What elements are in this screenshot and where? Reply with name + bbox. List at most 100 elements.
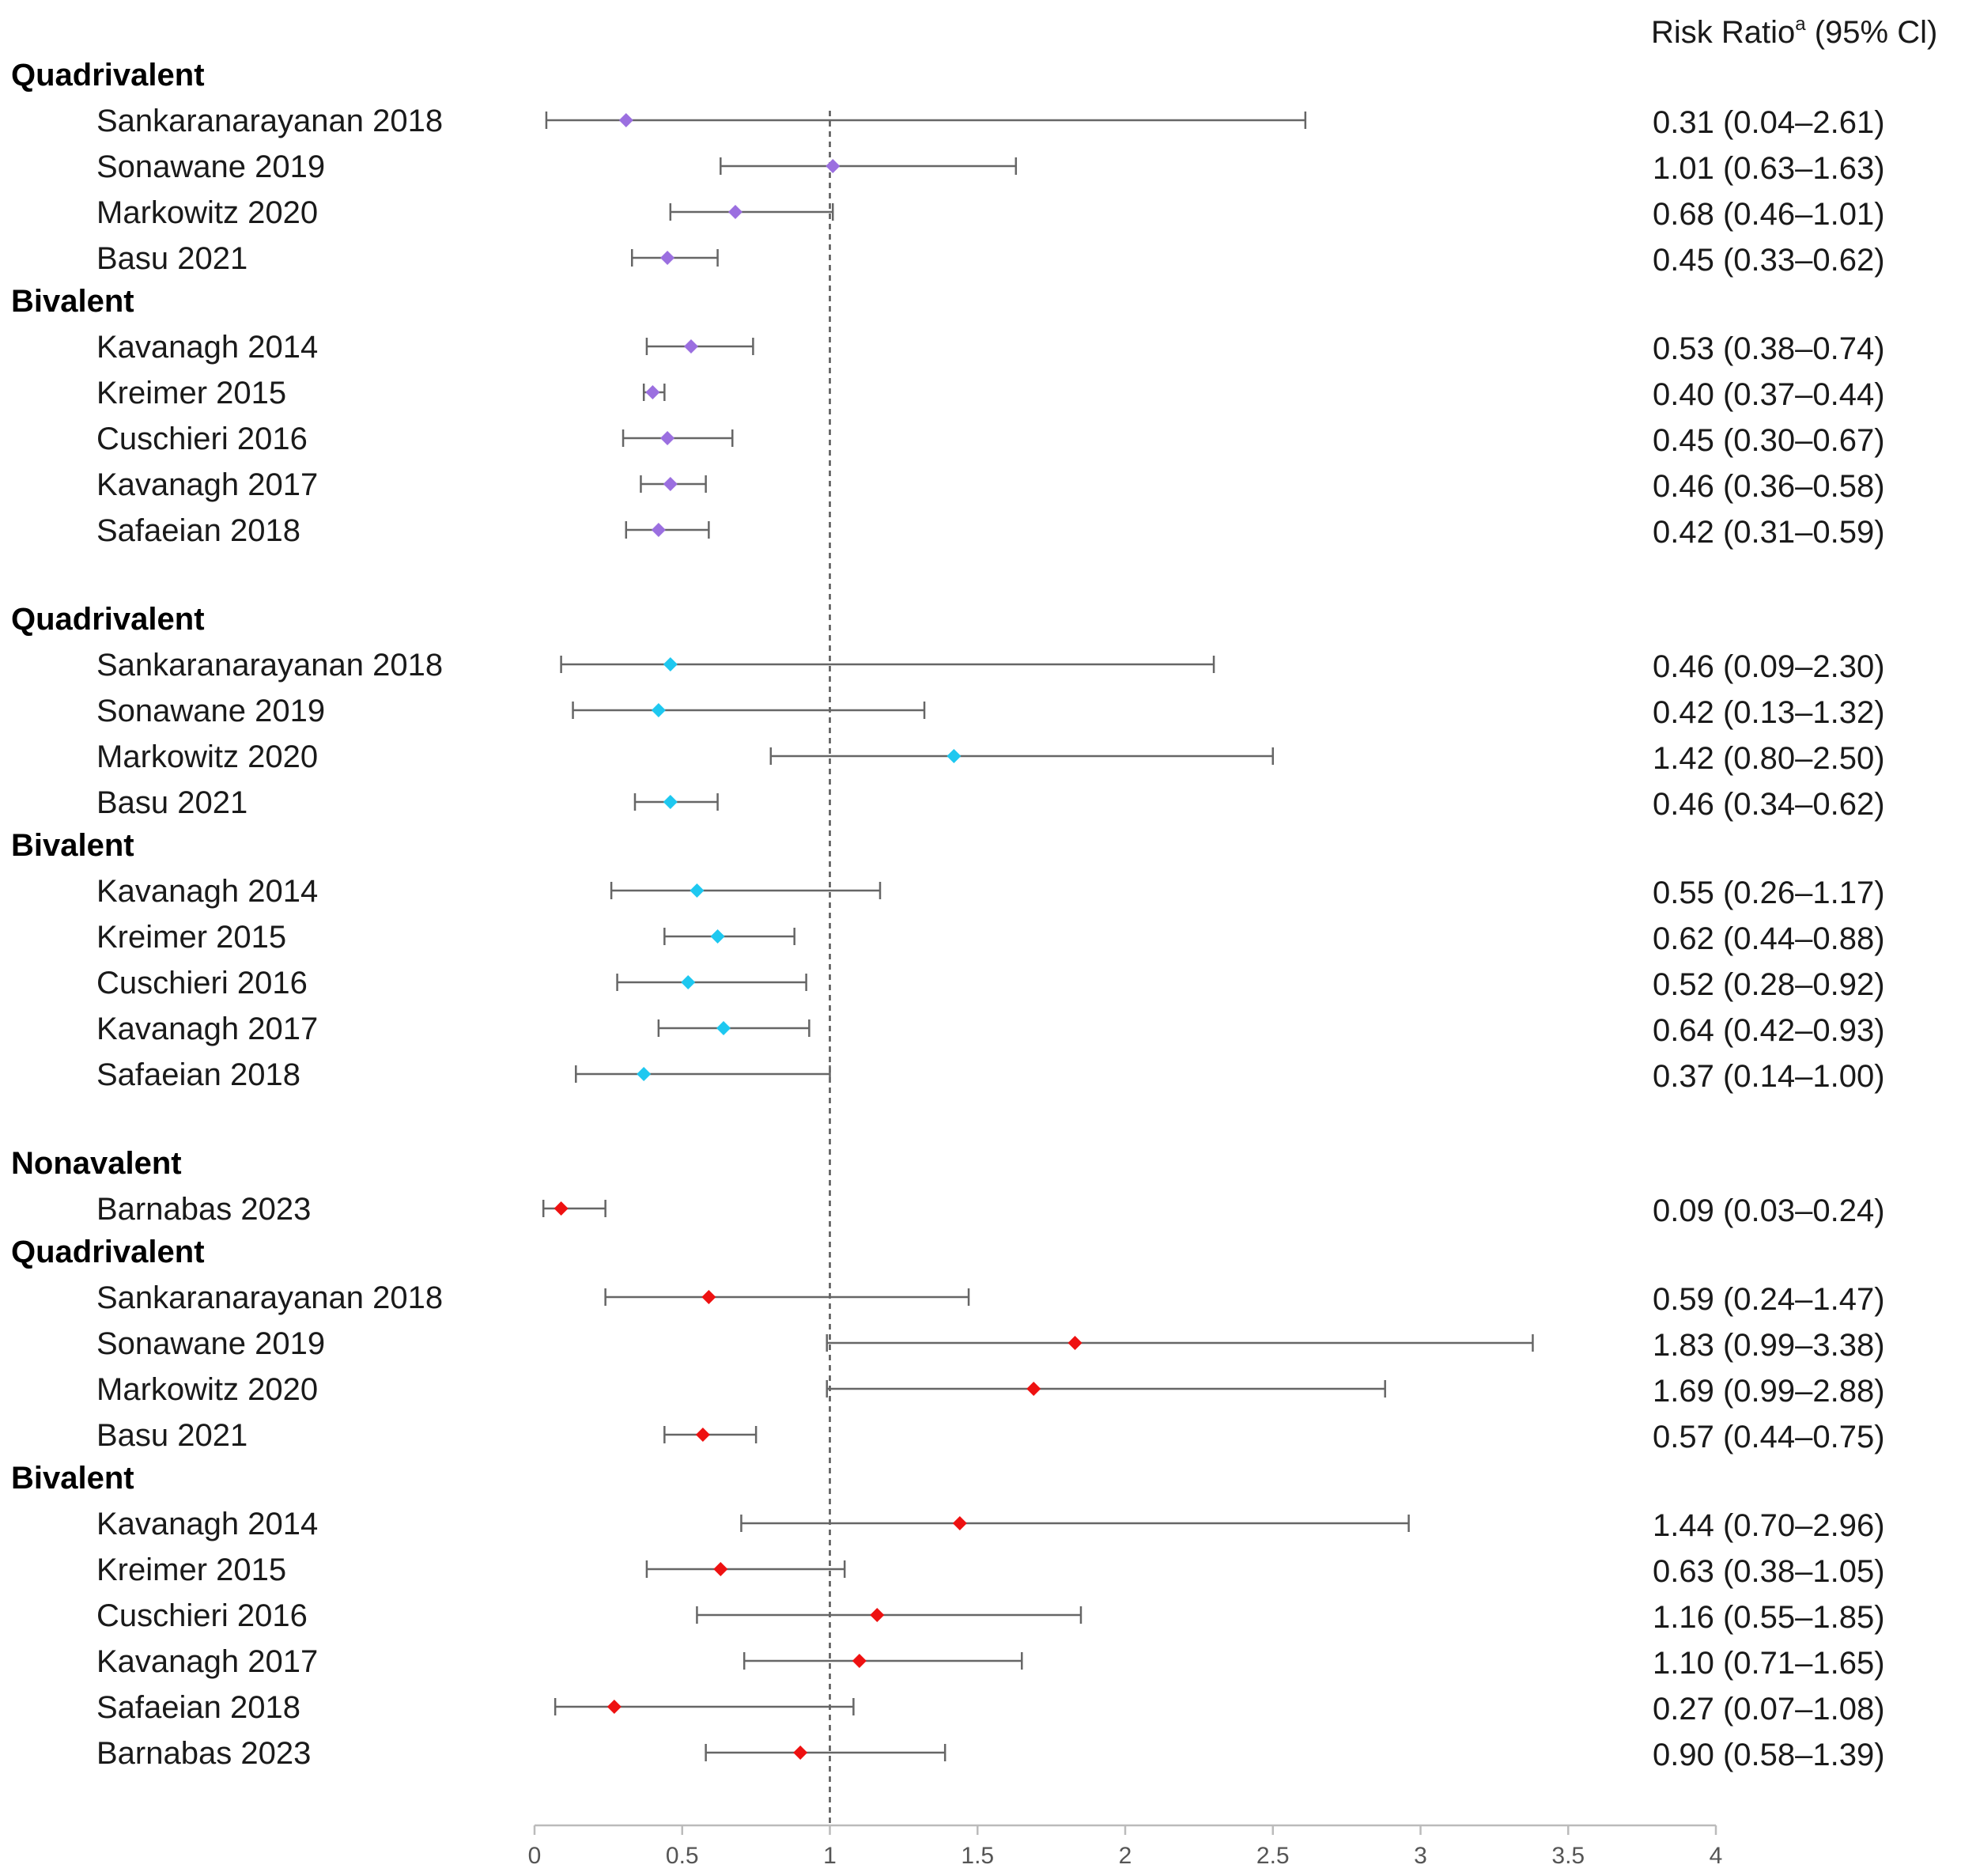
study-label: Sankaranarayanan 2018 [96, 1280, 443, 1315]
group-label: Nonavalent [11, 1146, 182, 1181]
risk-ratio-value: 1.83 (0.99–3.38) [1653, 1328, 1885, 1363]
x-tick-label: 3.5 [1551, 1843, 1585, 1869]
study-label: Cuschieri 2016 [96, 966, 308, 1000]
point-estimate-marker [637, 1067, 652, 1081]
study-label: Basu 2021 [96, 1418, 247, 1453]
risk-ratio-value: 0.46 (0.09–2.30) [1653, 649, 1885, 684]
x-tick-label: 1 [823, 1843, 837, 1869]
group-label: Quadrivalent [11, 602, 205, 637]
x-tick-label: 4 [1710, 1843, 1723, 1869]
point-estimate-marker [645, 385, 660, 399]
study-label: Kavanagh 2017 [96, 467, 318, 502]
study-label: Markowitz 2020 [96, 195, 318, 230]
study-label: Kavanagh 2014 [96, 1507, 318, 1541]
point-estimate-marker [952, 1516, 967, 1530]
study-label: Sankaranarayanan 2018 [96, 648, 443, 683]
point-estimate-marker [852, 1654, 867, 1668]
risk-ratio-value: 0.64 (0.42–0.93) [1653, 1013, 1885, 1048]
point-estimate-marker [727, 205, 742, 219]
point-estimate-marker [683, 339, 698, 354]
risk-ratio-value: 1.01 (0.63–1.63) [1653, 151, 1885, 186]
point-estimate-marker [660, 251, 675, 265]
risk-ratio-value: 0.09 (0.03–0.24) [1653, 1193, 1885, 1228]
point-estimate-marker [1067, 1336, 1083, 1350]
risk-ratio-value: 0.59 (0.24–1.47) [1653, 1282, 1885, 1317]
risk-ratio-value: 0.37 (0.14–1.00) [1653, 1059, 1885, 1094]
risk-ratio-value: 0.42 (0.13–1.32) [1653, 695, 1885, 730]
study-label: Basu 2021 [96, 241, 247, 276]
header-superscript: a [1795, 13, 1806, 35]
point-estimate-marker [681, 975, 696, 989]
risk-ratio-value: 1.44 (0.70–2.96) [1653, 1508, 1885, 1543]
x-tick-label: 0.5 [666, 1843, 699, 1869]
x-tick-label: 0 [528, 1843, 542, 1869]
risk-ratio-header: Risk Ratioa (95% Cl) [1651, 13, 1937, 50]
point-estimate-marker [651, 523, 666, 537]
group-label: Bivalent [11, 828, 134, 863]
point-estimate-marker [695, 1428, 710, 1442]
point-estimate-marker [618, 113, 633, 127]
point-estimate-marker [870, 1608, 885, 1622]
group-label: Bivalent [11, 284, 134, 319]
risk-ratio-value: 0.52 (0.28–0.92) [1653, 967, 1885, 1002]
point-estimate-marker [660, 431, 675, 445]
point-estimate-marker [713, 1562, 728, 1576]
point-estimate-marker [701, 1290, 716, 1304]
study-label: Kreimer 2015 [96, 920, 286, 955]
study-label: Sankaranarayanan 2018 [96, 104, 443, 138]
x-tick-label: 2.5 [1256, 1843, 1290, 1869]
risk-ratio-value: 0.57 (0.44–0.75) [1653, 1420, 1885, 1454]
study-label: Barnabas 2023 [96, 1736, 311, 1771]
point-estimate-marker [663, 477, 678, 491]
study-label: Markowitz 2020 [96, 739, 318, 774]
risk-ratio-value: 0.62 (0.44–0.88) [1653, 921, 1885, 956]
point-estimate-marker [651, 703, 666, 717]
risk-ratio-value: 0.68 (0.46–1.01) [1653, 197, 1885, 232]
risk-ratio-value: 0.31 (0.04–2.61) [1653, 105, 1885, 140]
study-label: Markowitz 2020 [96, 1372, 318, 1407]
point-estimate-marker [606, 1700, 622, 1714]
study-label: Basu 2021 [96, 785, 247, 820]
study-label: Sonawane 2019 [96, 1326, 325, 1361]
risk-ratio-value: 1.42 (0.80–2.50) [1653, 741, 1885, 776]
point-estimate-marker [826, 159, 841, 173]
point-estimate-marker [946, 749, 962, 763]
study-label: Cuschieri 2016 [96, 1598, 308, 1633]
group-label: Quadrivalent [11, 1235, 205, 1269]
risk-ratio-value: 0.46 (0.34–0.62) [1653, 787, 1885, 822]
study-label: Sonawane 2019 [96, 694, 325, 728]
study-label: Kreimer 2015 [96, 1553, 286, 1587]
point-estimate-marker [663, 657, 678, 671]
study-label: Barnabas 2023 [96, 1192, 311, 1227]
study-label: Kavanagh 2017 [96, 1012, 318, 1046]
study-label: Kavanagh 2017 [96, 1644, 318, 1679]
risk-ratio-value: 0.53 (0.38–0.74) [1653, 331, 1885, 366]
risk-ratio-value: 1.10 (0.71–1.65) [1653, 1646, 1885, 1681]
study-label: Kavanagh 2014 [96, 874, 318, 909]
point-estimate-marker [716, 1021, 731, 1035]
risk-ratio-value: 0.45 (0.33–0.62) [1653, 243, 1885, 278]
point-estimate-marker [690, 883, 705, 898]
study-label: Kavanagh 2014 [96, 330, 318, 365]
group-label: Bivalent [11, 1461, 134, 1496]
risk-ratio-value: 0.46 (0.36–0.58) [1653, 469, 1885, 504]
study-label: Safaeian 2018 [96, 513, 300, 548]
risk-ratio-value: 0.45 (0.30–0.67) [1653, 423, 1885, 458]
study-label: Safaeian 2018 [96, 1057, 300, 1092]
point-estimate-marker [663, 795, 678, 809]
point-estimate-marker [554, 1201, 569, 1216]
risk-ratio-value: 1.69 (0.99–2.88) [1653, 1374, 1885, 1409]
group-label: Quadrivalent [11, 58, 205, 93]
x-tick-label: 3 [1414, 1843, 1427, 1869]
risk-ratio-value: 1.16 (0.55–1.85) [1653, 1600, 1885, 1635]
risk-ratio-value: 0.42 (0.31–0.59) [1653, 515, 1885, 550]
risk-ratio-value: 0.90 (0.58–1.39) [1653, 1738, 1885, 1772]
x-tick-label: 2 [1119, 1843, 1132, 1869]
study-label: Sonawane 2019 [96, 149, 325, 184]
study-label: Safaeian 2018 [96, 1690, 300, 1725]
risk-ratio-value: 0.55 (0.26–1.17) [1653, 876, 1885, 910]
point-estimate-marker [793, 1746, 808, 1760]
study-label: Cuschieri 2016 [96, 422, 308, 456]
point-estimate-marker [710, 929, 725, 944]
